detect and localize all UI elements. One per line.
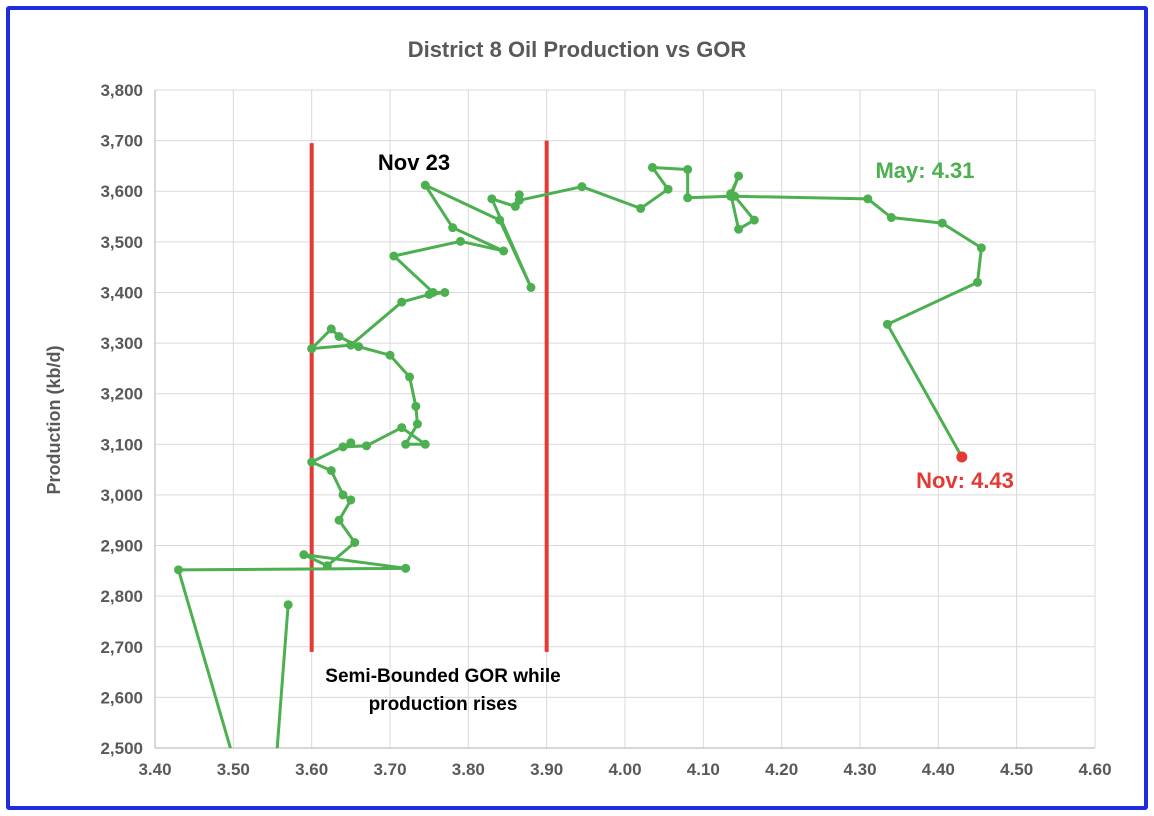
data-point: [882, 319, 892, 329]
data-point: [307, 457, 317, 467]
data-point: [385, 350, 395, 360]
data-point: [495, 215, 505, 225]
data-point: [730, 191, 740, 201]
y-tick-label: 3,300: [100, 334, 143, 353]
y-tick-label: 3,100: [100, 435, 143, 454]
y-tick-label: 2,900: [100, 537, 143, 556]
data-point: [514, 195, 524, 205]
data-point: [338, 442, 348, 452]
annotation-may: May: 4.31: [875, 158, 974, 183]
data-point: [636, 203, 646, 213]
data-point: [499, 246, 509, 256]
y-tick-label: 3,400: [100, 283, 143, 302]
chart-title: District 8 Oil Production vs GOR: [408, 37, 747, 62]
data-point: [354, 342, 364, 352]
data-point: [326, 466, 336, 476]
x-tick-label: 4.30: [843, 760, 876, 779]
data-point: [863, 194, 873, 204]
y-tick-label: 3,200: [100, 385, 143, 404]
data-point: [440, 287, 450, 297]
data-point: [411, 401, 421, 411]
highlight-point: [956, 451, 968, 463]
data-point: [397, 423, 407, 433]
data-point: [338, 490, 348, 500]
y-axis-label: Production (kb/d): [44, 346, 64, 495]
data-point: [283, 600, 293, 610]
data-point: [420, 439, 430, 449]
data-point: [326, 324, 336, 334]
y-tick-label: 3,000: [100, 486, 143, 505]
chart-frame: [6, 6, 1148, 810]
data-point: [401, 563, 411, 573]
grid-layer: [154, 89, 1096, 749]
annotation-bounded-line2: production rises: [369, 694, 518, 715]
x-tick-label: 3.50: [217, 760, 250, 779]
series-line: [275, 604, 290, 748]
data-point: [299, 550, 309, 560]
annotation-bounded-line1: Semi-Bounded GOR while: [325, 666, 560, 687]
annotation-nov23: Nov 23: [378, 150, 450, 175]
x-tick-label: 4.60: [1078, 760, 1111, 779]
data-point: [683, 164, 693, 174]
y-tick-label: 3,600: [100, 182, 143, 201]
data-point: [405, 372, 415, 382]
data-point: [389, 251, 399, 261]
x-tick-label: 3.40: [138, 760, 171, 779]
data-point: [334, 331, 344, 341]
x-tick-label: 4.50: [1000, 760, 1033, 779]
data-point: [346, 438, 356, 448]
data-point: [749, 215, 759, 225]
data-point: [886, 213, 896, 223]
data-point: [428, 287, 438, 297]
data-point: [346, 340, 356, 350]
x-tick-label: 4.20: [765, 760, 798, 779]
data-point: [487, 194, 497, 204]
data-point: [362, 441, 371, 451]
data-point: [401, 439, 411, 449]
y-tick-label: 3,800: [100, 81, 143, 100]
data-point: [174, 565, 183, 575]
x-tick-label: 3.70: [373, 760, 406, 779]
data-point: [334, 515, 344, 525]
y-tick-label: 3,700: [100, 132, 143, 151]
data-point: [683, 193, 693, 203]
x-tick-label: 3.60: [295, 760, 328, 779]
data-point: [346, 495, 356, 505]
y-tick-label: 2,800: [100, 587, 143, 606]
data-point: [577, 182, 587, 192]
data-point: [973, 277, 982, 287]
x-tick-label: 4.40: [922, 760, 955, 779]
marker-layer: [174, 162, 986, 610]
series-line: [177, 165, 983, 748]
x-tick-label: 4.10: [687, 760, 720, 779]
data-point: [350, 538, 360, 548]
data-point: [448, 223, 458, 233]
y-tick-label: 3,500: [100, 233, 143, 252]
data-point: [526, 282, 536, 292]
data-point: [734, 171, 744, 181]
annotation-nov: Nov: 4.43: [916, 468, 1014, 493]
data-point: [322, 561, 332, 571]
data-point: [397, 297, 407, 307]
data-point: [307, 344, 317, 354]
vertical-lines: [309, 140, 549, 652]
tick-layer: 3.40 3.50 3.60 3.70 3.80 3.90 4.00 4.10 4.20 4.30…: [100, 81, 1111, 779]
data-point: [937, 218, 947, 228]
x-tick-label: 4.00: [608, 760, 641, 779]
data-point: [976, 243, 986, 253]
data-point: [420, 180, 430, 190]
data-point: [647, 162, 657, 172]
y-tick-label: 2,700: [100, 638, 143, 657]
data-point: [734, 224, 744, 234]
series-layer: [177, 165, 983, 748]
x-tick-label: 3.80: [452, 760, 485, 779]
y-tick-label: 2,500: [100, 739, 143, 758]
x-tick-label: 3.90: [530, 760, 563, 779]
data-point: [456, 236, 465, 246]
data-point: [412, 419, 422, 429]
y-tick-label: 2,600: [100, 688, 143, 707]
data-point: [663, 184, 673, 194]
